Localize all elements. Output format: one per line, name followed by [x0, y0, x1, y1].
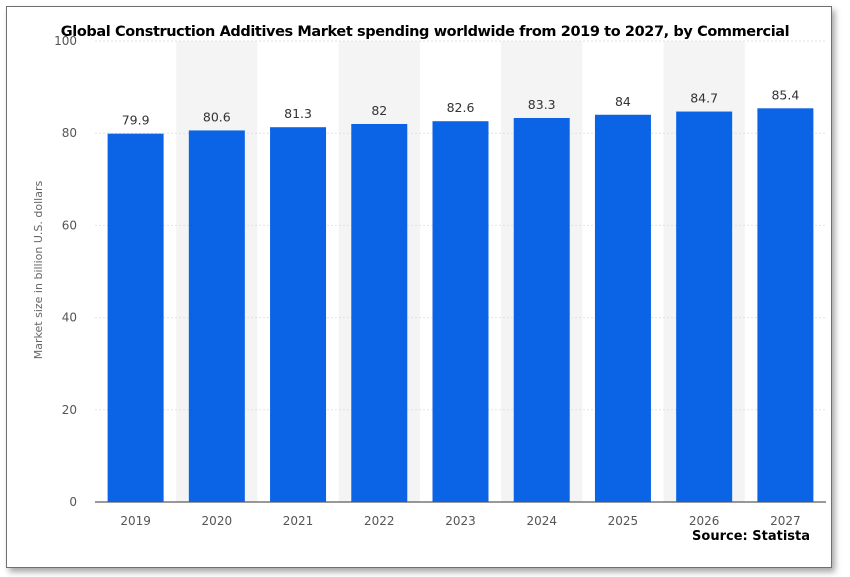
y-tick-label: 60 [62, 218, 77, 232]
chart-title: Global Construction Additives Market spe… [60, 24, 790, 40]
data-label: 81.3 [284, 106, 312, 121]
data-label: 79.9 [122, 113, 150, 128]
bar [432, 121, 489, 503]
data-label: 85.4 [771, 87, 799, 102]
data-label: 82.6 [447, 100, 475, 115]
data-label: 83.3 [528, 97, 556, 112]
bar [676, 111, 733, 503]
x-tick-label: 2023 [445, 514, 476, 528]
y-tick-label: 40 [62, 311, 77, 325]
y-tick-label: 20 [62, 403, 77, 417]
y-tick-label: 0 [69, 495, 77, 509]
bar [188, 130, 245, 502]
bar [270, 127, 327, 502]
bar [594, 114, 651, 502]
x-tick-label: 2026 [689, 514, 720, 528]
y-tick-label: 80 [62, 126, 77, 140]
data-label: 84 [615, 94, 631, 109]
x-tick-label: 2022 [364, 514, 395, 528]
data-label: 84.7 [690, 91, 718, 106]
data-label: 80.6 [203, 109, 231, 124]
x-tick-label: 2021 [283, 514, 314, 528]
data-label: 82 [371, 103, 387, 118]
source-note: Source: Statista [692, 529, 810, 544]
bar [351, 123, 408, 502]
x-tick-label: 2024 [526, 514, 557, 528]
bar [107, 133, 164, 502]
x-tick-label: 2020 [202, 514, 233, 528]
bar [513, 117, 570, 502]
x-tick-label: 2025 [608, 514, 639, 528]
bar [757, 108, 814, 502]
y-tick-label: 100 [54, 34, 77, 48]
y-axis-label: Market size in billion U.S. dollars [32, 181, 45, 360]
x-tick-label: 2019 [120, 514, 151, 528]
x-tick-label: 2027 [770, 514, 801, 528]
